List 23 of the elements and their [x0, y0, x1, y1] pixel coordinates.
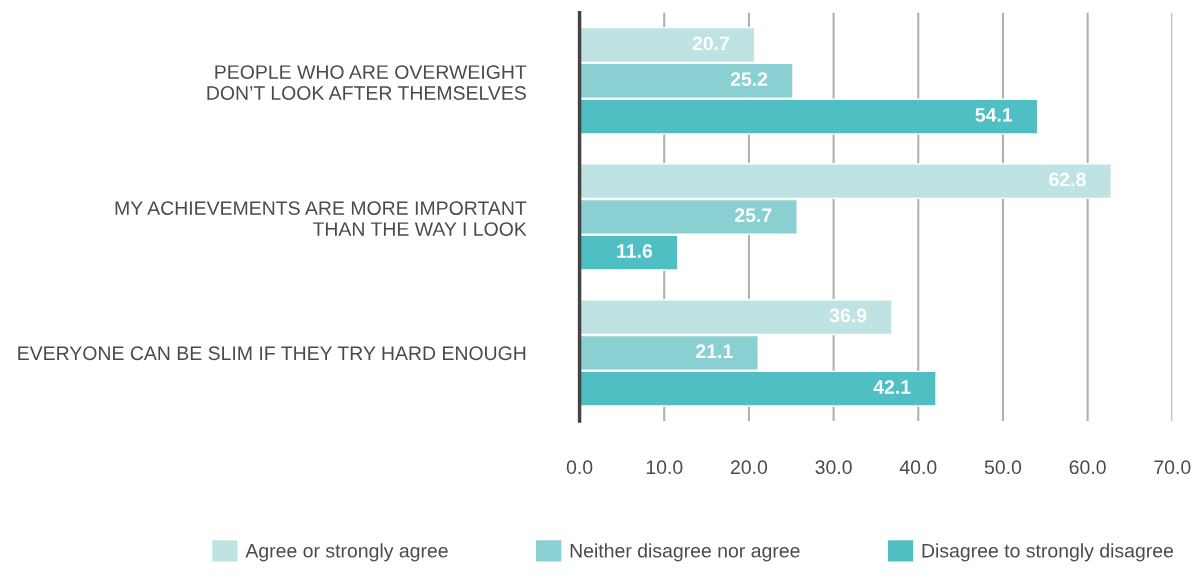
x-tick-label: 40.0 [899, 460, 937, 475]
legend-label: Neither disagree nor agree [570, 543, 800, 562]
x-tick-label: 30.0 [815, 460, 852, 475]
data-label: 21.1 [696, 344, 733, 358]
data-label: 11.6 [617, 244, 653, 258]
data-label: 25.2 [730, 72, 768, 86]
x-tick-label: 0.0 [566, 460, 593, 475]
x-tick-label: 20.0 [730, 460, 768, 475]
data-label: 25.7 [735, 208, 772, 223]
data-label: 62.8 [1049, 172, 1086, 187]
y-tick-label: EVERYONE CAN BE SLIM IF THEY TRY HARD ENOUGH [18, 346, 526, 361]
x-tick-label: 50.0 [984, 460, 1022, 475]
y-tick-label: MY ACHIEVEMENTS ARE MORE IMPORTANT THAN THE WAY I LOOK [115, 201, 527, 236]
data-label: 54.1 [975, 108, 1013, 122]
data-label: 42.1 [873, 380, 911, 394]
legend-label: Agree or strongly agree [245, 543, 448, 562]
data-label: 36.9 [829, 308, 867, 323]
x-tick-label: 70.0 [1154, 460, 1191, 475]
x-tick-label: 60.0 [1069, 460, 1106, 475]
legend-label: Disagree to strongly disagree [922, 543, 1174, 562]
x-tick-label: 10.0 [646, 460, 683, 475]
y-tick-label: PEOPLE WHO ARE OVERWEIGHT DON’T LOOK AFTER THEMSELVES [207, 65, 527, 100]
data-label: 20.7 [692, 36, 729, 51]
